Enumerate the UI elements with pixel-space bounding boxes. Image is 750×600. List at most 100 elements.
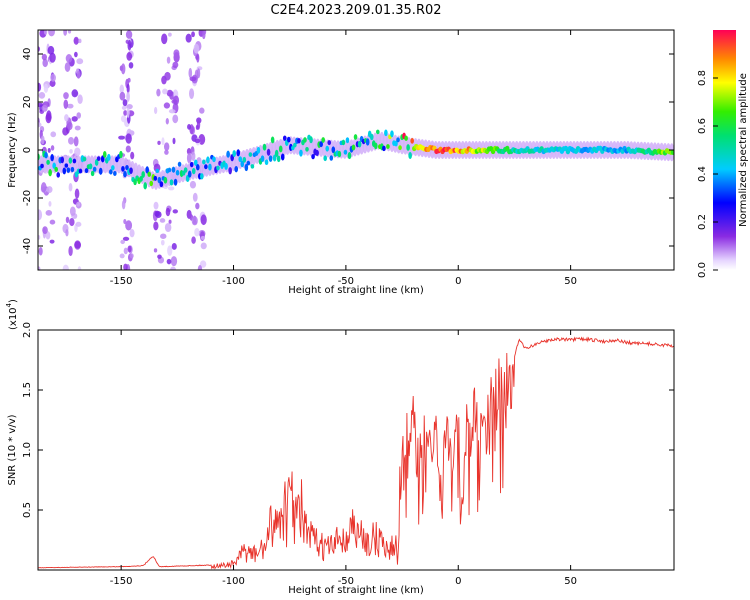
- spectrogram-ridge-cell: [278, 145, 283, 153]
- spectrogram-noise-cell: [77, 266, 82, 270]
- spectrogram-noise-cell: [200, 242, 207, 250]
- snr-x-label: Height of straight line (km): [288, 585, 424, 596]
- spectrogram-noise-cell: [125, 220, 133, 231]
- spectrogram-noise-cell: [167, 186, 175, 191]
- spectrogram-noise-cell: [67, 121, 73, 131]
- spectrogram-noise-cell: [126, 52, 133, 61]
- spectrogram-ridge-cell: [248, 152, 253, 157]
- spectrogram-noise-cell: [172, 114, 179, 124]
- spectrogram-noise-cell: [163, 102, 171, 109]
- spectrogram-noise-cell: [194, 228, 200, 237]
- spectrogram-noise-cell: [173, 49, 180, 58]
- spectrogram-noise-cell: [122, 236, 130, 241]
- spectrogram-ridge-cell: [52, 162, 56, 169]
- spectrogram-noise-cell: [129, 253, 134, 259]
- spectrogram-noise-cell: [63, 30, 68, 36]
- spectrogram-noise-cell: [126, 83, 130, 94]
- spectrogram-ridge-cell: [293, 142, 297, 148]
- spectrogram-ridge-cell: [175, 169, 180, 176]
- spectrogram-ridge-cell: [382, 145, 386, 152]
- spectrogram-noise-cell: [75, 221, 82, 227]
- spectrogram-ridge-cell: [331, 146, 336, 154]
- spectrogram-noise-cell: [128, 62, 134, 69]
- snr-series-line: [38, 336, 674, 570]
- spectrogram-ridge-cell: [390, 130, 394, 138]
- spectrogram-noise-cell: [123, 263, 128, 270]
- spectrogram-ridge-cell: [141, 171, 145, 178]
- spectrogram-noise-cell: [161, 137, 165, 146]
- spectrogram-ridge-cell: [40, 163, 44, 169]
- spectrogram-ridge-cell: [183, 167, 188, 173]
- spectrogram-noise-cell: [199, 107, 205, 114]
- spectrogram-ridge-cell: [319, 141, 323, 148]
- spectrogram-noise-cell: [165, 118, 169, 125]
- spectrogram-noise-cell: [127, 39, 132, 51]
- spectrogram-ridge-cell: [343, 149, 348, 155]
- x-tick-label: 0: [455, 276, 461, 287]
- spectrogram-noise-cell: [69, 149, 73, 154]
- spectrogram-ridge-cell: [98, 167, 103, 175]
- spectrogram-noise-cell: [49, 79, 56, 87]
- spectrogram-noise-cell: [67, 30, 72, 34]
- spectrogram-noise-cell: [76, 58, 84, 65]
- spectrogram-noise-cell: [41, 104, 48, 112]
- spectrogram-noise-cell: [62, 264, 69, 270]
- spectrogram-ridge-cell: [282, 135, 287, 141]
- spectrogram-ridge-cell: [345, 137, 350, 144]
- spectrogram-noise-cell: [196, 119, 201, 130]
- snr-x-ticks: -150 -100 -50 0 50: [110, 330, 577, 587]
- spectrogram-ridge-cell: [240, 160, 245, 168]
- spectrogram-noise-cell: [73, 36, 79, 45]
- spectrogram-noise-cell: [126, 91, 130, 102]
- spectrogram-noise-cell: [45, 113, 52, 124]
- snr-y-multiplier: (x104): [5, 299, 19, 330]
- spectrogram-ridge-cell: [157, 176, 162, 184]
- spectrogram-noise-cell: [186, 148, 192, 155]
- spectrogram-ridge-cell: [323, 155, 328, 162]
- spectrogram-ridge-cell: [143, 182, 147, 190]
- colorbar-gradient: [713, 30, 736, 270]
- spectrogram-ridge-cell: [305, 146, 309, 152]
- spectrogram-ridge-cell: [145, 166, 150, 174]
- spectrogram-noise-cell: [125, 133, 132, 144]
- spectrogram-noise-cell: [50, 73, 56, 82]
- spectrogram-noise-cell: [127, 77, 131, 83]
- spectrogram-ridge-cell: [153, 175, 158, 181]
- spectrogram-ridge-cell: [78, 168, 83, 174]
- spectrogram-noise-cell: [40, 182, 47, 193]
- spectrogram-noise-cell: [202, 30, 206, 40]
- x-tick-label: 50: [564, 276, 577, 287]
- spectrogram-noise-cell: [166, 258, 172, 265]
- colorbar-tick-label: 0.6: [697, 118, 708, 134]
- spectrogram-noise-cell: [64, 62, 71, 72]
- spectrogram-noise-cell: [38, 91, 46, 99]
- spectrogram-ridge-cell: [272, 154, 277, 162]
- spectrogram-noise-cell: [38, 82, 42, 92]
- spectrogram-ridge-cell: [177, 161, 182, 167]
- spectrogram-ridge-cell: [353, 134, 358, 140]
- spectrogram-noise-cell: [69, 218, 75, 227]
- spectrogram-ridge-cell: [191, 168, 196, 175]
- spectrogram-ridge-cell: [159, 181, 164, 188]
- spectrogram-y-ticks: -40 -20 0 20 40: [22, 48, 674, 254]
- spectrogram-noise-cell: [119, 253, 125, 259]
- spectrogram-ridge-cell: [384, 129, 388, 137]
- spectrogram-noise-cell: [126, 107, 130, 118]
- spectrogram-ridge-cell: [327, 140, 332, 146]
- y-tick-label: 0: [22, 147, 33, 153]
- y-tick-label: 1.0: [22, 442, 33, 458]
- spectrogram-ridge-cell: [64, 163, 69, 168]
- spectrogram-noise-cell: [63, 92, 69, 100]
- spectrogram-noise-cell: [45, 231, 51, 240]
- x-tick-label: -150: [110, 576, 133, 587]
- spectrogram-ridge-cell: [88, 163, 93, 170]
- spectrogram-ridge-cell: [48, 169, 52, 177]
- spectrogram-noise-cell: [187, 123, 192, 130]
- spectrogram-ridge-cell: [171, 166, 176, 173]
- spectrogram-noise-cell: [191, 31, 195, 38]
- spectrogram-noise-cell: [120, 115, 127, 123]
- x-tick-label: -150: [110, 276, 133, 287]
- y-tick-label: -40: [22, 238, 33, 254]
- spectrogram-ridge-cell: [149, 180, 154, 187]
